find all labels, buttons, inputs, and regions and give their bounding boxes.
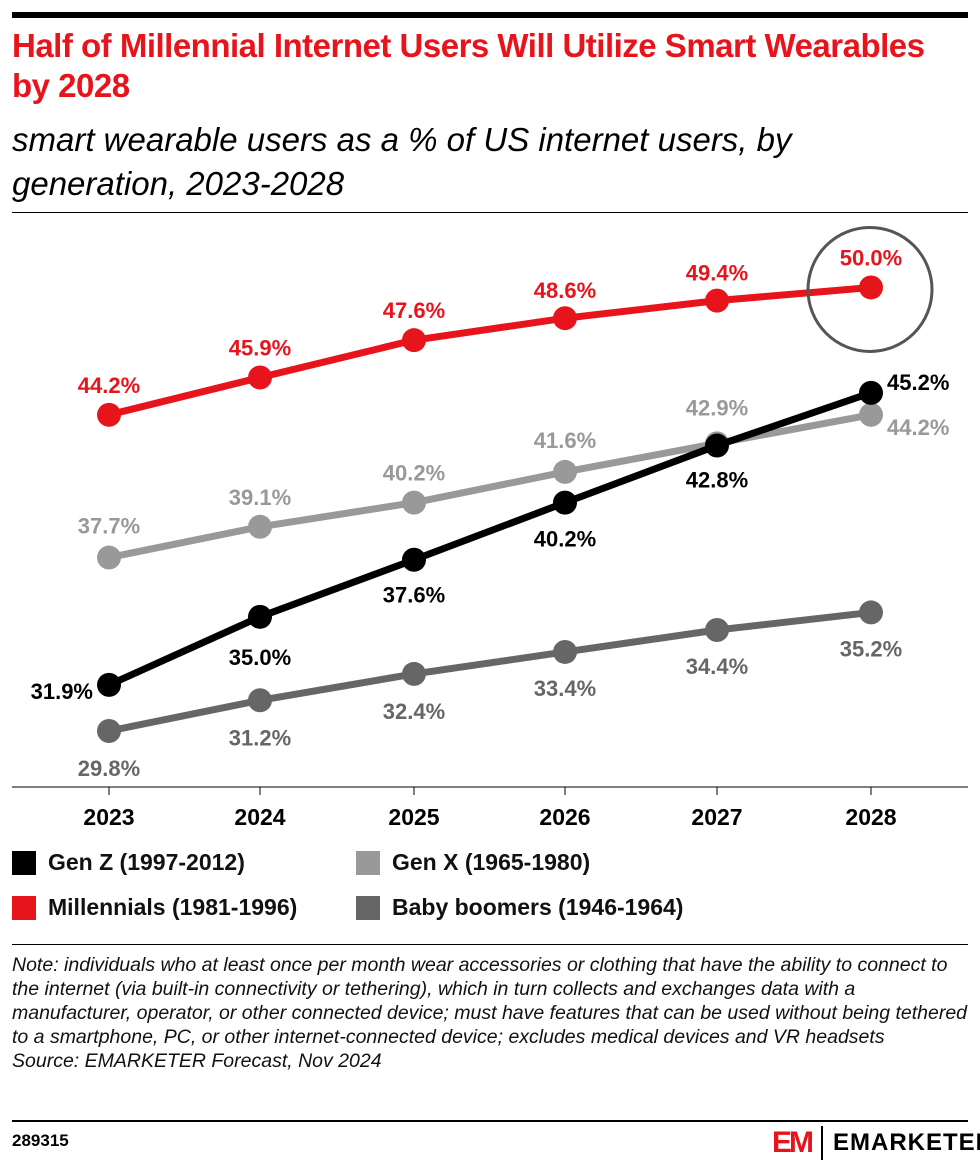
chart-subtitle: smart wearable users as a % of US intern… xyxy=(12,121,792,202)
data-point xyxy=(859,275,883,300)
data-label: 33.4% xyxy=(534,676,596,701)
data-label: 44.2% xyxy=(78,373,140,398)
data-label: 49.4% xyxy=(686,261,748,286)
legend-swatch xyxy=(12,895,36,920)
data-label: 31.2% xyxy=(229,725,291,750)
data-label: 32.4% xyxy=(383,699,445,724)
series-line xyxy=(108,608,872,735)
data-point xyxy=(553,639,577,664)
data-label: 42.9% xyxy=(686,395,748,420)
divider xyxy=(12,944,968,945)
data-point xyxy=(859,380,883,405)
top-bar xyxy=(12,12,968,18)
logo-mark: EM xyxy=(772,1126,814,1159)
legend-swatch xyxy=(356,850,380,875)
series-line xyxy=(108,411,872,561)
emarketer-logo: EM EMARKETER xyxy=(772,1126,980,1160)
data-label: 40.2% xyxy=(534,527,596,552)
data-label: 29.8% xyxy=(78,756,140,781)
data-point xyxy=(705,618,729,643)
data-label: 40.2% xyxy=(383,461,445,486)
data-label: 41.6% xyxy=(534,428,596,453)
data-point xyxy=(553,306,577,331)
data-label: 37.7% xyxy=(78,514,140,539)
data-point xyxy=(859,600,883,625)
data-label: 50.0% xyxy=(840,245,902,270)
divider xyxy=(12,1120,968,1122)
data-point xyxy=(553,490,577,515)
data-label: 42.8% xyxy=(686,468,748,493)
logo-text: EMARKETER xyxy=(833,1129,980,1156)
data-point xyxy=(248,514,272,539)
data-label: 31.9% xyxy=(31,679,93,704)
data-label: 44.2% xyxy=(887,415,949,440)
data-label: 34.4% xyxy=(686,654,748,679)
legend-item-genx: Gen X (1965-1980) xyxy=(356,849,590,876)
footnote: Note: individuals who at least once per … xyxy=(12,953,968,1073)
legend-item-boomers: Baby boomers (1946-1964) xyxy=(356,894,683,921)
data-point xyxy=(402,547,426,572)
series-line xyxy=(107,389,873,689)
data-label: 48.6% xyxy=(534,278,596,303)
data-label: 37.6% xyxy=(383,583,445,608)
legend-label: Gen Z (1997-2012) xyxy=(48,849,245,875)
data-point xyxy=(97,402,121,427)
data-label: 39.1% xyxy=(229,485,291,510)
legend-item-millennials: Millennials (1981-1996) xyxy=(12,894,297,921)
highlight-circle xyxy=(806,225,934,353)
data-point xyxy=(248,365,272,390)
x-tick-label: 2028 xyxy=(845,804,896,830)
x-tick-label: 2026 xyxy=(539,804,590,830)
data-label: 45.2% xyxy=(887,370,949,395)
data-point xyxy=(248,688,272,713)
data-label: 47.6% xyxy=(383,298,445,323)
data-point xyxy=(859,402,883,427)
data-label: 35.0% xyxy=(229,645,291,670)
chart-title: Half of Millennial Internet Users Will U… xyxy=(12,27,925,104)
legend-swatch xyxy=(356,895,380,920)
legend-label: Baby boomers (1946-1964) xyxy=(392,894,684,920)
data-point xyxy=(97,545,121,570)
x-tick-label: 2025 xyxy=(388,804,439,830)
x-tick-label: 2023 xyxy=(83,804,134,830)
chart-id: 289315 xyxy=(12,1131,69,1150)
legend-item-genz: Gen Z (1997-2012) xyxy=(12,849,245,876)
legend-label: Millennials (1981-1996) xyxy=(48,894,298,920)
line-chart: 2023 2024 2025 2026 2027 2028 31.9% 35.0% 37.6% 4… xyxy=(12,225,968,830)
data-point xyxy=(705,433,729,458)
data-point xyxy=(553,459,577,484)
data-point xyxy=(402,490,426,515)
data-point xyxy=(97,672,121,697)
source-text: Source: EMARKETER Forecast, Nov 2024 xyxy=(12,1050,382,1072)
note-text: Note: individuals who at least once per … xyxy=(12,954,968,1048)
legend-label: Gen X (1965-1980) xyxy=(392,849,591,875)
data-point xyxy=(402,661,426,686)
x-tick-label: 2027 xyxy=(691,804,742,830)
data-point xyxy=(402,328,426,353)
data-label: 35.2% xyxy=(840,636,902,661)
logo-divider xyxy=(821,1126,823,1160)
data-label: 45.9% xyxy=(229,335,291,360)
divider xyxy=(12,212,968,213)
data-point xyxy=(248,604,272,629)
x-tick-label: 2024 xyxy=(234,804,285,830)
data-point xyxy=(97,719,121,744)
series-line xyxy=(108,283,872,419)
data-point xyxy=(705,288,729,313)
legend-swatch xyxy=(12,850,36,875)
